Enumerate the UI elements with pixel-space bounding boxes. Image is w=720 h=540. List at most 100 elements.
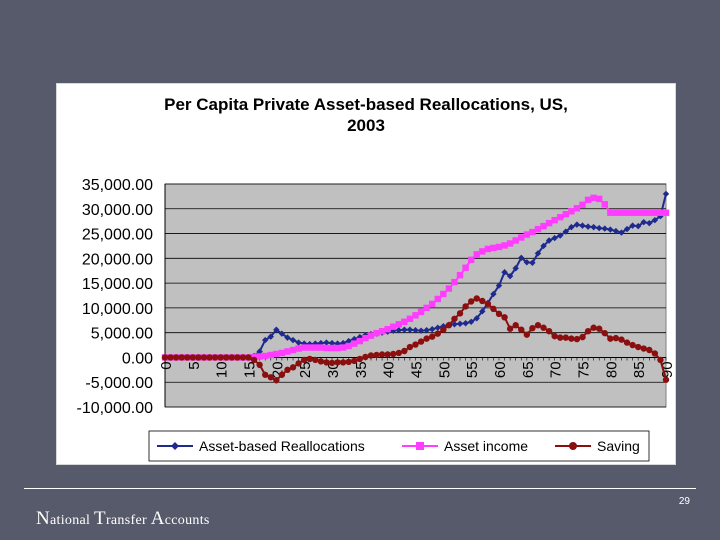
series-point-3: [568, 335, 575, 342]
series-point-2: [601, 201, 608, 208]
series-point-3: [534, 322, 542, 329]
series-point-2: [529, 228, 536, 236]
series-point-2: [345, 342, 352, 350]
series-point-3: [640, 345, 647, 352]
series-point-3: [189, 354, 197, 361]
series-point-2: [506, 240, 514, 247]
series-point-3: [506, 325, 514, 332]
series-point-2: [651, 209, 659, 216]
series-point-1: [429, 325, 436, 333]
series-point-3: [629, 341, 636, 349]
series-point-3: [518, 326, 525, 333]
series-point-3: [451, 315, 458, 322]
series-point-1: [640, 218, 647, 226]
series-point-1: [534, 250, 542, 257]
series-point-1: [612, 227, 620, 235]
series-point-3: [618, 336, 625, 343]
series-point-3: [161, 354, 169, 361]
x-tick-label: 50: [436, 361, 453, 378]
series-point-1: [590, 223, 597, 231]
series-point-2: [607, 209, 614, 216]
legend-marker-1: [171, 442, 179, 450]
series-point-3: [323, 359, 330, 366]
series-point-2: [562, 211, 569, 218]
series-point-2: [395, 321, 402, 328]
series-point-3: [206, 354, 213, 361]
series-point-2: [551, 216, 558, 224]
x-tick-label: 60: [492, 361, 509, 378]
logo-word-3: Accounts: [150, 508, 210, 529]
series-point-1: [579, 222, 586, 229]
series-point-3: [657, 356, 664, 364]
series-point-3: [228, 354, 235, 361]
series-point-3: [601, 329, 608, 337]
series-point-2: [295, 345, 302, 352]
series-point-3: [479, 297, 486, 305]
series-point-1: [568, 223, 575, 231]
x-tick-label: 30: [325, 361, 342, 378]
series-point-3: [551, 332, 558, 340]
series-point-3: [501, 314, 508, 321]
series-point-3: [200, 354, 208, 361]
series-point-3: [529, 325, 536, 332]
series-point-1: [601, 225, 608, 232]
series-point-1: [289, 336, 297, 344]
series-point-2: [512, 237, 519, 244]
series-point-3: [367, 352, 375, 359]
y-tick-label: 20,000.00: [82, 251, 153, 268]
series-point-3: [662, 376, 670, 383]
series-point-3: [495, 310, 503, 318]
series-point-2: [262, 352, 269, 360]
series-point-2: [590, 194, 597, 202]
series-point-3: [562, 334, 569, 341]
series-point-1: [278, 330, 286, 337]
series-point-3: [284, 366, 291, 374]
series-point-3: [462, 303, 469, 310]
legend-marker-3: [569, 442, 577, 450]
x-tick-label: 25: [297, 361, 314, 378]
series-point-2: [640, 209, 647, 216]
logo-word-2: Transfer: [94, 508, 147, 529]
series-point-2: [334, 344, 341, 352]
series-point-3: [167, 354, 174, 361]
series-point-2: [545, 219, 553, 227]
series-point-2: [557, 214, 564, 221]
series-point-3: [440, 326, 447, 333]
series-point-3: [612, 334, 620, 342]
series-point-2: [289, 346, 297, 354]
series-point-2: [284, 348, 291, 355]
x-tick-label: 5: [186, 361, 203, 369]
series-point-3: [423, 335, 430, 342]
series-point-3: [401, 347, 408, 355]
y-tick-label: 25,000.00: [82, 227, 153, 244]
series-point-3: [334, 359, 341, 366]
series-point-2: [568, 208, 575, 215]
series-point-2: [462, 264, 469, 271]
series-point-2: [484, 245, 492, 253]
x-tick-label: 15: [242, 361, 259, 378]
series-point-2: [534, 225, 542, 233]
series-point-3: [295, 360, 302, 367]
series-point-2: [373, 329, 380, 337]
series-point-3: [250, 356, 258, 364]
x-tick-label: 80: [603, 361, 620, 378]
legend-label-2: Asset income: [444, 438, 528, 454]
series-point-2: [339, 344, 347, 351]
series-point-1: [395, 326, 402, 334]
series-point-3: [317, 358, 325, 365]
series-point-2: [278, 349, 286, 357]
series-point-3: [429, 333, 436, 340]
x-tick-label: 55: [464, 361, 481, 378]
series-point-1: [634, 222, 642, 230]
series-point-2: [634, 209, 642, 216]
series-point-3: [590, 324, 597, 331]
x-tick-label: 35: [353, 361, 370, 378]
footer-logo: National Transfer Accounts: [36, 508, 210, 530]
series-point-3: [573, 335, 581, 343]
series-point-3: [267, 374, 274, 381]
series-point-3: [245, 354, 252, 361]
series-point-3: [484, 300, 492, 308]
series-point-2: [579, 201, 586, 209]
series-point-3: [456, 310, 464, 317]
series-point-3: [223, 354, 230, 361]
